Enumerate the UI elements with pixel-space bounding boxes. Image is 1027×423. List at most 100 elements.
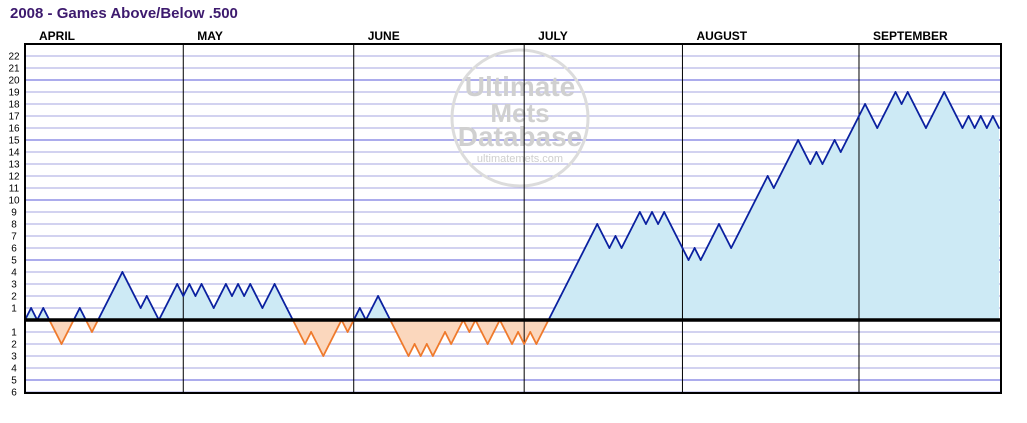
- series-segment: [486, 331, 495, 345]
- series-segment: [833, 139, 842, 153]
- series-segment: [724, 235, 733, 249]
- series-segment: [754, 187, 763, 201]
- series-segment: [103, 295, 112, 309]
- month-label: MAY: [197, 29, 223, 43]
- series-segment: [797, 139, 806, 153]
- series-segment: [401, 343, 410, 357]
- series-segment: [444, 331, 453, 345]
- series-segment: [425, 343, 434, 357]
- series-segment: [218, 283, 227, 297]
- series-segment: [529, 331, 538, 345]
- y-tick-label: 14: [8, 148, 20, 159]
- series-segment: [310, 331, 319, 345]
- series-segment: [109, 283, 118, 297]
- series-segment: [231, 283, 239, 297]
- y-tick-label: 10: [8, 196, 20, 207]
- y-tick-label: 4: [11, 268, 17, 279]
- series-segment: [505, 331, 513, 345]
- series-segment: [961, 115, 970, 129]
- series-segment: [614, 235, 623, 249]
- series-segment: [785, 151, 793, 165]
- series-segment: [870, 115, 879, 129]
- plot-border: [24, 43, 1002, 394]
- series-segment: [133, 295, 142, 309]
- series-segment: [693, 247, 702, 261]
- series-segment: [212, 295, 221, 309]
- series-segment: [115, 271, 124, 285]
- y-tick-label: 2: [11, 340, 17, 351]
- series-segment: [176, 283, 185, 297]
- y-tick-label: 13: [8, 160, 20, 171]
- series-segment: [778, 163, 787, 177]
- series-segment: [328, 331, 337, 345]
- y-tick-label: 3: [11, 280, 17, 291]
- series-segment: [955, 115, 964, 129]
- series-segment: [736, 223, 745, 237]
- y-tick-label: 18: [8, 100, 20, 111]
- month-label: AUGUST: [696, 29, 747, 43]
- y-tick-label: 6: [11, 244, 17, 255]
- series-segment: [389, 319, 398, 333]
- series-segment: [91, 319, 99, 333]
- series-segment: [663, 211, 672, 225]
- series-segment: [626, 223, 635, 237]
- series-segment: [164, 295, 173, 309]
- y-tick-label: 12: [8, 172, 20, 183]
- series-segment: [249, 283, 258, 297]
- y-tick-label: 3: [11, 352, 17, 363]
- watermark-line3: Database: [458, 121, 583, 152]
- series-segment: [511, 331, 519, 345]
- series-segment: [809, 151, 818, 165]
- watermark-line1: Ultimate: [465, 71, 575, 102]
- series-segment: [298, 331, 306, 345]
- series-segment: [596, 223, 605, 237]
- series-segment: [523, 331, 532, 345]
- y-tick-label: 17: [8, 112, 20, 123]
- month-dividers: APRIL MAY JUNE JULY AUGUST SEPTEMBER: [39, 29, 948, 393]
- y-tick-label: 5: [11, 256, 17, 267]
- series-segment: [72, 307, 81, 321]
- series-segment: [882, 103, 891, 117]
- series-segment: [815, 151, 824, 165]
- series-segment: [571, 259, 580, 273]
- series-segment: [803, 151, 812, 165]
- series-segment: [492, 319, 501, 333]
- watermark-line2: Mets: [490, 98, 549, 128]
- month-label: SEPTEMBER: [873, 29, 948, 43]
- month-label: APRIL: [39, 29, 75, 43]
- y-tick-labels: 1234567891011121314151617181920212212345…: [8, 52, 20, 399]
- below-500-area: [25, 320, 999, 356]
- series-segment: [468, 319, 477, 333]
- series-segment: [24, 307, 32, 321]
- series-segment: [681, 247, 690, 261]
- series-segment: [985, 115, 994, 129]
- series-segment: [711, 223, 720, 237]
- series-segment: [705, 235, 714, 249]
- series-segment: [827, 139, 836, 153]
- series-segment: [352, 307, 361, 321]
- series-segment: [718, 223, 726, 237]
- series-segment: [456, 319, 465, 333]
- y-tick-label: 4: [11, 364, 17, 375]
- series-segment: [979, 115, 988, 129]
- series-segment: [200, 283, 209, 297]
- series-segment: [565, 271, 574, 285]
- series-segment: [657, 211, 666, 225]
- watermark: Ultimate Mets Database ultimatemets.com: [450, 48, 590, 188]
- series-segment: [730, 235, 739, 249]
- y-tick-label: 7: [11, 232, 17, 243]
- y-tick-label: 8: [11, 220, 17, 231]
- series-segment: [699, 247, 708, 261]
- series-segment: [261, 295, 270, 309]
- series-segment: [438, 331, 446, 345]
- month-label: JULY: [538, 29, 568, 43]
- series-segment: [651, 211, 659, 225]
- series-segment: [170, 283, 179, 297]
- series-segment: [158, 307, 166, 321]
- chart-title: 2008 - Games Above/Below .500: [10, 5, 238, 22]
- series-segment: [608, 235, 617, 249]
- series-segment: [322, 343, 331, 357]
- series-segment: [395, 331, 404, 345]
- y-tick-label: 19: [8, 88, 20, 99]
